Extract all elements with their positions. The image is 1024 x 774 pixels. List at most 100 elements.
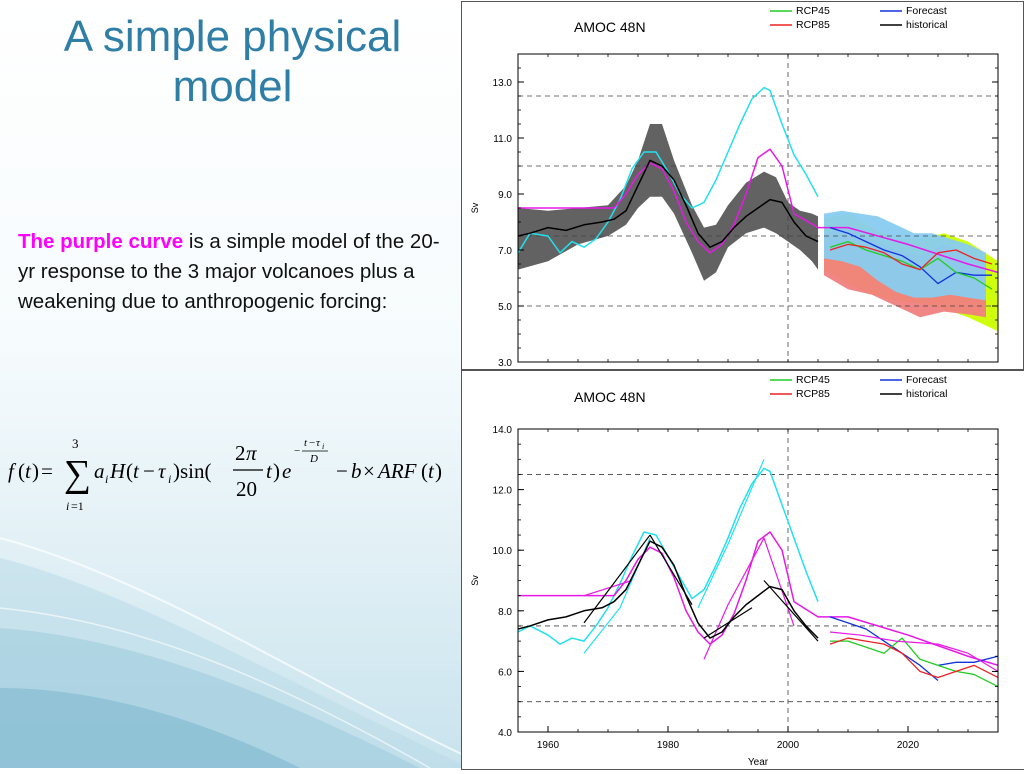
series-line-8: [649, 534, 693, 606]
purple-curve-highlight: The purple curve: [18, 230, 184, 253]
svg-text:π: π: [246, 441, 257, 465]
svg-text:f: f: [8, 459, 17, 483]
slide-body-text: is a simple model of the 20-yr response …: [18, 230, 440, 313]
y-tick-label: 4.0: [498, 728, 512, 739]
series-line-14: [829, 637, 998, 679]
y-tick-label: 9.0: [498, 190, 512, 201]
series-line-10: [763, 580, 819, 642]
y-tick-label: 6.0: [498, 667, 512, 678]
svg-text:i: i: [66, 499, 69, 513]
svg-text:×: ×: [363, 459, 375, 483]
svg-text:−: −: [143, 459, 155, 483]
svg-text:ARF: ARF: [376, 459, 417, 483]
svg-text:t: t: [304, 437, 308, 449]
series-line-12: [937, 655, 998, 666]
model-formula: f ( t ) = 3 ∑ i =1 a i H ( t − τ i )sin(…: [6, 432, 454, 519]
svg-text:t: t: [428, 459, 435, 483]
svg-text:(: (: [18, 459, 25, 483]
y-tick-label: 11.0: [493, 134, 512, 145]
svg-text:H: H: [109, 459, 127, 483]
svg-text:−: −: [309, 437, 315, 449]
series-line-3: [829, 226, 992, 285]
series-line-2: [697, 459, 765, 609]
series-line-2: [518, 159, 819, 248]
amoc-chart-top: AMOC 48N RCP45 Forecast RCP85 historical 13.0…: [470, 5, 999, 369]
series-line-6: [518, 540, 819, 639]
y-axis-label: Sv: [470, 202, 480, 213]
svg-text:a: a: [94, 459, 105, 483]
y-axis-label: Sv: [470, 575, 480, 586]
svg-text:τ: τ: [316, 437, 321, 449]
y-tick-label: 14.0: [493, 425, 513, 436]
slide-body: The purple curve is a simple model of th…: [18, 227, 443, 317]
chart-panel-top: AMOC 48N RCP45 Forecast RCP85 historical 13.0…: [461, 1, 1024, 370]
slide-title-line2: model: [172, 62, 293, 111]
legend-label-forecast: Forecast: [906, 5, 947, 17]
x-tick-label: 2000: [777, 740, 800, 751]
x-tick-label: 1980: [657, 740, 680, 751]
legend-label-rcp45: RCP45: [796, 5, 830, 17]
series-line-4: [583, 579, 633, 597]
svg-text:τ: τ: [158, 459, 167, 483]
svg-text:t: t: [25, 459, 32, 483]
svg-text:b: b: [351, 459, 362, 483]
plot-area: [518, 54, 998, 362]
legend-label-historical: historical: [906, 19, 947, 31]
uncertainty-band-0: [518, 124, 818, 281]
legend-label-forecast: Forecast: [906, 374, 947, 386]
svg-text:=1: =1: [71, 499, 84, 513]
svg-text:t: t: [266, 459, 273, 483]
svg-text:)sin(: )sin(: [173, 459, 212, 483]
svg-text:): ): [32, 459, 39, 483]
slide-title: A simple physical model: [10, 12, 455, 112]
svg-text:e: e: [282, 459, 291, 483]
y-tick-label: 3.0: [498, 358, 512, 369]
svg-text:t: t: [133, 459, 140, 483]
svg-text:i: i: [322, 442, 324, 451]
svg-text:2: 2: [235, 441, 246, 465]
legend-label-rcp85: RCP85: [796, 388, 830, 400]
amoc-chart-bottom: AMOC 48N RCP45 Forecast RCP85 historical 14.0…: [470, 374, 999, 768]
y-tick-label: 8.0: [498, 607, 512, 618]
legend-label-historical: historical: [906, 388, 947, 400]
y-tick-label: 7.0: [498, 246, 512, 257]
x-tick-label: 1960: [537, 740, 560, 751]
series-line-0: [518, 86, 819, 254]
series-line-13: [830, 637, 998, 688]
series-line-1: [518, 148, 998, 274]
svg-text:∑: ∑: [64, 453, 91, 495]
chart-title: AMOC 48N: [574, 19, 646, 35]
series-line-5: [703, 537, 795, 660]
series-line-9: [703, 607, 753, 639]
svg-text:20: 20: [236, 477, 257, 501]
x-axis-label: Year: [748, 757, 769, 768]
slide-title-line1: A simple physical: [63, 12, 402, 61]
svg-text:(: (: [421, 459, 428, 483]
series-line-5: [829, 243, 993, 271]
y-tick-label: 13.0: [493, 78, 513, 89]
svg-text:−: −: [336, 459, 348, 483]
y-tick-label: 5.0: [498, 302, 512, 313]
decorative-wave-background: [0, 537, 470, 768]
y-tick-label: 10.0: [493, 546, 513, 557]
svg-text:(: (: [126, 459, 133, 483]
svg-text:): ): [435, 459, 442, 483]
formula-graphic: f ( t ) = 3 ∑ i =1 a i H ( t − τ i )sin(…: [8, 436, 442, 513]
svg-text:3: 3: [72, 436, 79, 451]
legend-label-rcp85: RCP85: [796, 19, 830, 31]
series-line-3: [518, 531, 998, 667]
svg-text:i: i: [105, 472, 108, 486]
svg-text:−: −: [294, 445, 300, 457]
series-line-7: [583, 534, 651, 624]
y-tick-label: 12.0: [493, 486, 513, 497]
legend-label-rcp45: RCP45: [796, 374, 830, 386]
x-tick-label: 2020: [897, 740, 920, 751]
svg-text:=: =: [41, 459, 53, 483]
svg-text:i: i: [168, 472, 171, 486]
plot-area: [518, 429, 998, 732]
chart-panel-bottom: AMOC 48N RCP45 Forecast RCP85 historical 14.0…: [461, 370, 1024, 770]
uncertainty-band-3: [824, 210, 986, 301]
svg-text:): ): [273, 459, 280, 483]
chart-title: AMOC 48N: [574, 389, 646, 405]
series-line-11: [829, 616, 939, 681]
